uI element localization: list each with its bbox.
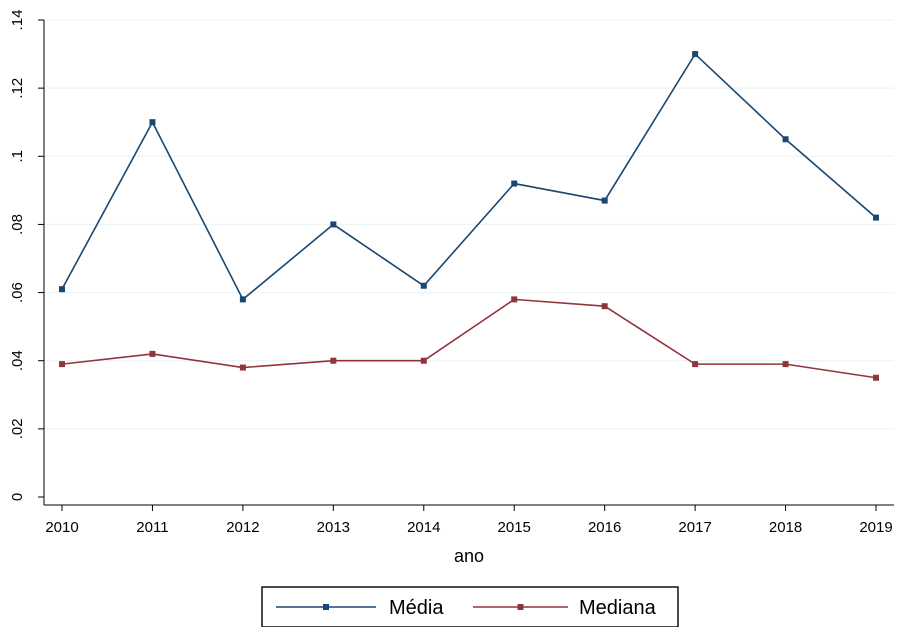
gridlines — [44, 19, 894, 430]
data-point — [59, 286, 65, 293]
data-point — [601, 303, 608, 310]
x-tick-label: 2016 — [588, 519, 621, 536]
y-tick-label: .04 — [9, 350, 26, 371]
x-tick-label: 2010 — [45, 519, 78, 536]
y-tick-label: .1 — [9, 150, 26, 163]
legend-label: Média — [389, 597, 444, 619]
x-axis-title: ano — [454, 546, 484, 566]
legend-label: Mediana — [579, 597, 657, 619]
x-tick-label: 2019 — [859, 519, 892, 536]
data-point — [420, 357, 427, 364]
data-point — [330, 357, 337, 364]
y-tick-label: .12 — [9, 78, 26, 99]
y-tick-label: .02 — [9, 418, 26, 439]
x-tick-label: 2013 — [317, 519, 350, 536]
data-point — [692, 51, 699, 58]
data-point — [511, 296, 518, 303]
axes: 0 .02 .04 .06 .08 .1 .12 .14 2010 2011 2012 2013 201… — [9, 10, 894, 536]
series-lines — [59, 51, 879, 381]
data-point — [782, 136, 789, 143]
x-tick-label: 2012 — [226, 519, 259, 536]
y-tick-label: .08 — [9, 214, 26, 235]
legend-marker — [517, 604, 524, 610]
data-point — [239, 364, 246, 371]
y-tick-label: .06 — [9, 282, 26, 303]
series-line — [61, 52, 877, 301]
y-tick-label: .14 — [9, 10, 26, 31]
data-point — [330, 221, 337, 228]
data-point — [239, 296, 246, 303]
data-point — [782, 361, 789, 368]
y-tick-label: 0 — [9, 493, 26, 501]
data-point — [420, 282, 427, 289]
x-tick-label: 2018 — [769, 519, 802, 536]
data-point — [149, 119, 156, 126]
data-point — [873, 214, 879, 221]
data-point — [873, 374, 879, 381]
data-point — [59, 361, 65, 368]
legend-marker — [323, 604, 329, 610]
x-tick-label: 2017 — [678, 519, 711, 536]
x-tick-label: 2014 — [407, 519, 440, 536]
data-point — [692, 361, 699, 368]
series-line — [61, 298, 877, 379]
data-point — [149, 350, 156, 357]
x-tick-label: 2015 — [498, 519, 531, 536]
legend: Média Mediana — [261, 586, 679, 627]
x-tick-label: 2011 — [136, 519, 168, 536]
data-point — [511, 180, 518, 187]
data-point — [601, 197, 608, 204]
